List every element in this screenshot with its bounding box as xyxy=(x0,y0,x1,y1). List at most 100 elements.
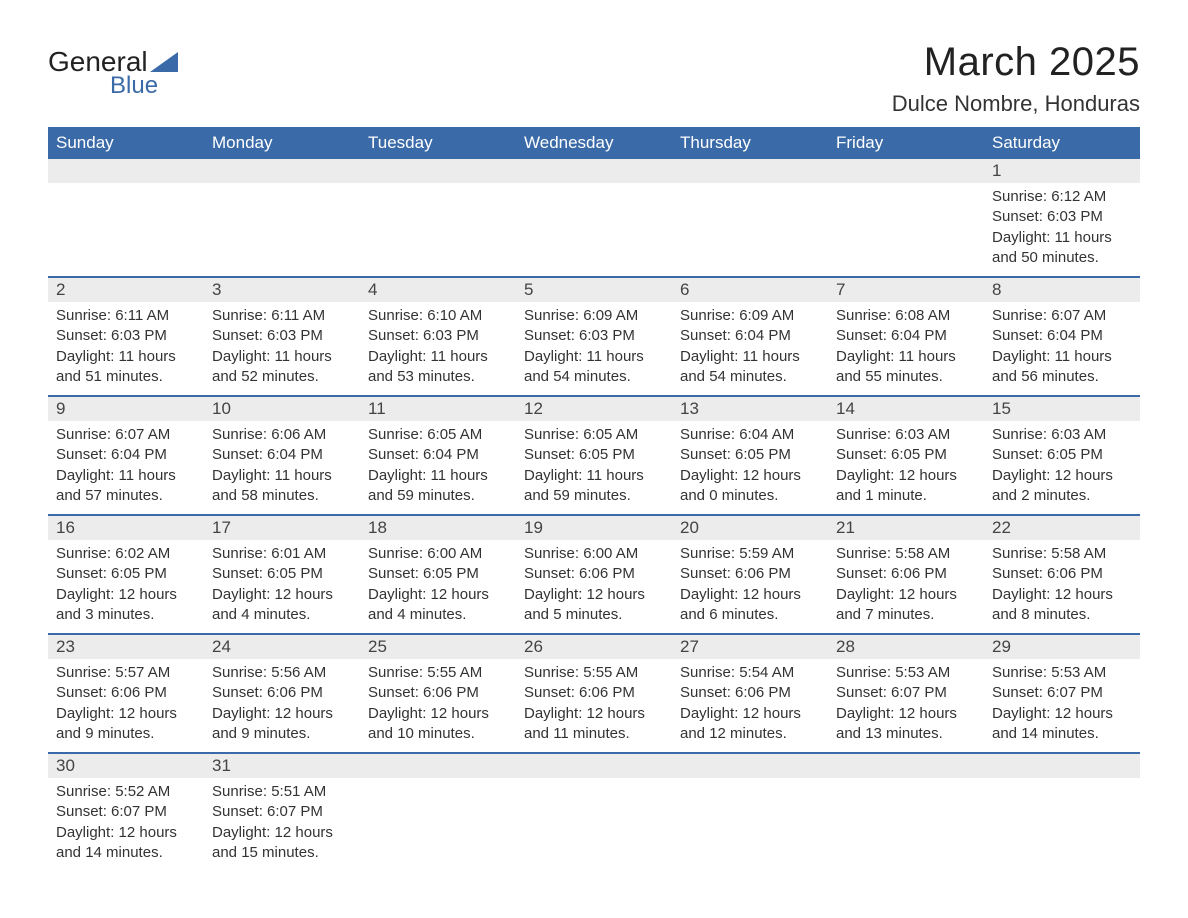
sunset-text: Sunset: 6:07 PM xyxy=(56,802,196,822)
sunset-text: Sunset: 6:05 PM xyxy=(524,445,664,465)
sunset-text: Sunset: 6:07 PM xyxy=(212,802,352,822)
sunrise-text: Sunrise: 5:55 AM xyxy=(524,663,664,683)
sunrise-text: Sunrise: 6:07 AM xyxy=(992,306,1132,326)
logo-text-blue: Blue xyxy=(110,72,158,100)
day-number-cell xyxy=(204,159,360,183)
sunrise-text: Sunrise: 6:11 AM xyxy=(212,306,352,326)
day-detail-cell xyxy=(48,183,204,277)
sunrise-text: Sunrise: 6:00 AM xyxy=(368,544,508,564)
weekday-header-row: SundayMondayTuesdayWednesdayThursdayFrid… xyxy=(48,127,1140,159)
daylight-text: Daylight: 11 hours and 54 minutes. xyxy=(680,347,820,388)
daylight-text: Daylight: 12 hours and 9 minutes. xyxy=(212,704,352,745)
day-detail-cell: Sunrise: 6:01 AMSunset: 6:05 PMDaylight:… xyxy=(204,540,360,634)
day-detail-cell: Sunrise: 5:57 AMSunset: 6:06 PMDaylight:… xyxy=(48,659,204,753)
sunset-text: Sunset: 6:04 PM xyxy=(992,326,1132,346)
day-number-cell xyxy=(516,753,672,778)
sunset-text: Sunset: 6:06 PM xyxy=(680,564,820,584)
day-detail-cell: Sunrise: 6:06 AMSunset: 6:04 PMDaylight:… xyxy=(204,421,360,515)
day-detail-cell: Sunrise: 6:00 AMSunset: 6:05 PMDaylight:… xyxy=(360,540,516,634)
logo-triangle-icon xyxy=(150,52,178,72)
day-number-cell xyxy=(360,753,516,778)
sunrise-text: Sunrise: 5:55 AM xyxy=(368,663,508,683)
daylight-text: Daylight: 12 hours and 6 minutes. xyxy=(680,585,820,626)
day-number-cell: 27 xyxy=(672,634,828,659)
daylight-text: Daylight: 12 hours and 7 minutes. xyxy=(836,585,976,626)
weekday-header: Thursday xyxy=(672,127,828,159)
day-number-row: 3031 xyxy=(48,753,1140,778)
sunset-text: Sunset: 6:06 PM xyxy=(212,683,352,703)
weekday-header: Tuesday xyxy=(360,127,516,159)
day-number-cell: 21 xyxy=(828,515,984,540)
daylight-text: Daylight: 12 hours and 3 minutes. xyxy=(56,585,196,626)
sunrise-text: Sunrise: 6:12 AM xyxy=(992,187,1132,207)
sunrise-text: Sunrise: 5:54 AM xyxy=(680,663,820,683)
daylight-text: Daylight: 11 hours and 57 minutes. xyxy=(56,466,196,507)
day-detail-cell: Sunrise: 6:11 AMSunset: 6:03 PMDaylight:… xyxy=(204,302,360,396)
sunset-text: Sunset: 6:05 PM xyxy=(992,445,1132,465)
day-number-row: 9101112131415 xyxy=(48,396,1140,421)
sunset-text: Sunset: 6:04 PM xyxy=(56,445,196,465)
day-number-cell: 18 xyxy=(360,515,516,540)
day-number-cell: 14 xyxy=(828,396,984,421)
day-detail-cell: Sunrise: 6:03 AMSunset: 6:05 PMDaylight:… xyxy=(984,421,1140,515)
daylight-text: Daylight: 12 hours and 8 minutes. xyxy=(992,585,1132,626)
day-detail-cell xyxy=(516,778,672,871)
day-detail-cell: Sunrise: 6:03 AMSunset: 6:05 PMDaylight:… xyxy=(828,421,984,515)
day-detail-cell: Sunrise: 5:56 AMSunset: 6:06 PMDaylight:… xyxy=(204,659,360,753)
day-number-cell xyxy=(984,753,1140,778)
daylight-text: Daylight: 12 hours and 15 minutes. xyxy=(212,823,352,864)
daylight-text: Daylight: 12 hours and 14 minutes. xyxy=(992,704,1132,745)
daylight-text: Daylight: 11 hours and 55 minutes. xyxy=(836,347,976,388)
daylight-text: Daylight: 11 hours and 59 minutes. xyxy=(524,466,664,507)
day-detail-cell: Sunrise: 5:53 AMSunset: 6:07 PMDaylight:… xyxy=(828,659,984,753)
day-number-cell xyxy=(48,159,204,183)
day-number-cell xyxy=(828,753,984,778)
daylight-text: Daylight: 11 hours and 53 minutes. xyxy=(368,347,508,388)
day-detail-cell: Sunrise: 6:09 AMSunset: 6:03 PMDaylight:… xyxy=(516,302,672,396)
day-detail-cell: Sunrise: 5:52 AMSunset: 6:07 PMDaylight:… xyxy=(48,778,204,871)
sunset-text: Sunset: 6:04 PM xyxy=(680,326,820,346)
sunset-text: Sunset: 6:03 PM xyxy=(212,326,352,346)
day-number-row: 1 xyxy=(48,159,1140,183)
sunrise-text: Sunrise: 6:09 AM xyxy=(524,306,664,326)
day-number-cell: 8 xyxy=(984,277,1140,302)
sunset-text: Sunset: 6:05 PM xyxy=(368,564,508,584)
sunrise-text: Sunrise: 6:05 AM xyxy=(368,425,508,445)
daylight-text: Daylight: 12 hours and 5 minutes. xyxy=(524,585,664,626)
sunrise-text: Sunrise: 6:11 AM xyxy=(56,306,196,326)
day-number-cell: 7 xyxy=(828,277,984,302)
sunrise-text: Sunrise: 6:04 AM xyxy=(680,425,820,445)
sunset-text: Sunset: 6:04 PM xyxy=(836,326,976,346)
sunrise-text: Sunrise: 6:01 AM xyxy=(212,544,352,564)
day-detail-cell xyxy=(984,778,1140,871)
day-number-row: 23242526272829 xyxy=(48,634,1140,659)
day-detail-row: Sunrise: 5:57 AMSunset: 6:06 PMDaylight:… xyxy=(48,659,1140,753)
sunrise-text: Sunrise: 6:05 AM xyxy=(524,425,664,445)
sunrise-text: Sunrise: 6:03 AM xyxy=(992,425,1132,445)
daylight-text: Daylight: 11 hours and 50 minutes. xyxy=(992,228,1132,269)
logo: General Blue xyxy=(48,40,178,100)
day-detail-cell: Sunrise: 5:55 AMSunset: 6:06 PMDaylight:… xyxy=(360,659,516,753)
daylight-text: Daylight: 12 hours and 10 minutes. xyxy=(368,704,508,745)
day-detail-cell: Sunrise: 6:10 AMSunset: 6:03 PMDaylight:… xyxy=(360,302,516,396)
day-detail-cell: Sunrise: 6:05 AMSunset: 6:05 PMDaylight:… xyxy=(516,421,672,515)
day-number-cell: 5 xyxy=(516,277,672,302)
month-title: March 2025 xyxy=(892,40,1140,85)
daylight-text: Daylight: 12 hours and 0 minutes. xyxy=(680,466,820,507)
daylight-text: Daylight: 11 hours and 51 minutes. xyxy=(56,347,196,388)
day-detail-cell: Sunrise: 6:02 AMSunset: 6:05 PMDaylight:… xyxy=(48,540,204,634)
sunrise-text: Sunrise: 6:09 AM xyxy=(680,306,820,326)
day-number-cell xyxy=(828,159,984,183)
daylight-text: Daylight: 12 hours and 13 minutes. xyxy=(836,704,976,745)
sunrise-text: Sunrise: 6:10 AM xyxy=(368,306,508,326)
sunrise-text: Sunrise: 5:58 AM xyxy=(836,544,976,564)
sunset-text: Sunset: 6:04 PM xyxy=(212,445,352,465)
day-detail-cell: Sunrise: 6:09 AMSunset: 6:04 PMDaylight:… xyxy=(672,302,828,396)
day-number-cell: 22 xyxy=(984,515,1140,540)
day-detail-cell: Sunrise: 5:58 AMSunset: 6:06 PMDaylight:… xyxy=(828,540,984,634)
day-detail-cell: Sunrise: 6:05 AMSunset: 6:04 PMDaylight:… xyxy=(360,421,516,515)
daylight-text: Daylight: 12 hours and 11 minutes. xyxy=(524,704,664,745)
daylight-text: Daylight: 11 hours and 58 minutes. xyxy=(212,466,352,507)
daylight-text: Daylight: 12 hours and 4 minutes. xyxy=(212,585,352,626)
weekday-header: Friday xyxy=(828,127,984,159)
